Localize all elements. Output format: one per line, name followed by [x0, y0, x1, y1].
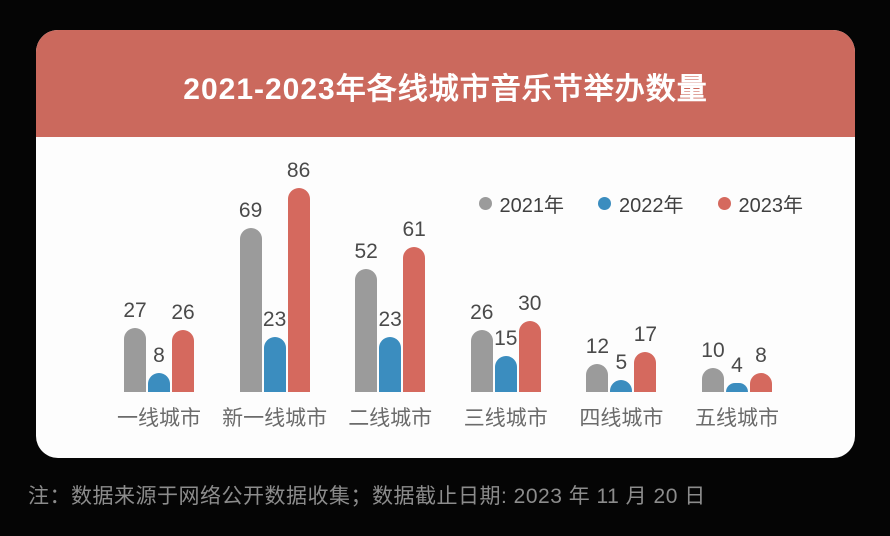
value-label: 52: [354, 240, 378, 263]
value-label: 12: [585, 335, 610, 358]
bar-2023年-一线城市: 26: [171, 301, 195, 392]
legend-label-2023: 2023年: [738, 195, 804, 217]
bar-group-2: 69 23 86 新一线城市: [222, 159, 327, 430]
bar-2021年-五线城市: 10: [701, 339, 725, 392]
footnote: 注：数据来源于网络公开数据收集；数据截止日期: 2023 年 11 月 20 日: [28, 485, 706, 508]
chart-header: 2021-2023年各线城市音乐节举办数量: [36, 30, 855, 137]
legend-label-2021: 2021年: [499, 195, 565, 217]
bar-2022年-新一线城市: 23: [263, 308, 286, 392]
value-label: 8: [755, 344, 767, 367]
value-label: 69: [238, 199, 263, 222]
bar-2023年-二线城市: 61: [403, 218, 426, 392]
legend-dot-2023-icon: [717, 197, 731, 210]
value-label: 23: [378, 308, 402, 331]
bar-2023年-新一线城市: 86: [287, 159, 310, 392]
category-label: 四线城市: [579, 407, 664, 430]
value-label: 8: [153, 344, 165, 367]
category-label: 五线城市: [694, 407, 779, 430]
legend-item-2023: 2023年: [717, 189, 804, 218]
legend-label-2022: 2022年: [619, 195, 684, 217]
category-label: 二线城市: [348, 407, 433, 430]
bar-2021年-一线城市: 27: [123, 299, 147, 392]
bar-2022年-一线城市: 8: [148, 344, 170, 392]
legend-item-2022: 2022年: [598, 189, 684, 218]
value-label: 86: [286, 159, 311, 182]
category-label: 一线城市: [117, 407, 201, 430]
value-label: 17: [633, 323, 658, 346]
value-label: 4: [731, 354, 743, 377]
bar-2023年-五线城市: 8: [749, 344, 772, 392]
chart-title: 2021-2023年各线城市音乐节举办数量: [183, 72, 708, 106]
category-label: 新一线城市: [222, 407, 328, 430]
legend-dot-2022-icon: [598, 197, 611, 210]
legend-dot-2021-icon: [478, 197, 492, 210]
bar-group-4: 26 15 30 三线城市: [464, 188, 548, 430]
legend-item-2021: 2021年: [478, 189, 565, 218]
bar-2023年-四线城市: 17: [634, 323, 657, 392]
bar-2022年-三线城市: 15: [494, 327, 517, 392]
bar-2022年-四线城市: 5: [610, 351, 633, 392]
value-label: 5: [615, 351, 628, 374]
value-label: 23: [262, 308, 287, 331]
bar-2022年-二线城市: 23: [379, 308, 402, 392]
value-label: 61: [402, 218, 426, 241]
legend: 2021年 2022年 2023年: [478, 189, 804, 218]
value-label: 30: [518, 292, 542, 315]
bar-group-1: 27 8 26 一线城市: [117, 188, 201, 430]
bar-2022年-五线城市: 4: [725, 354, 748, 392]
bar-group-6: 10 4 8 五线城市: [695, 188, 779, 430]
bar-group-3: 52 23 61 二线城市: [348, 188, 432, 430]
value-label: 26: [171, 301, 195, 324]
bar-2023年-三线城市: 30: [518, 292, 541, 392]
category-label: 三线城市: [463, 407, 548, 430]
bar-2021年-二线城市: 52: [355, 240, 378, 392]
bar-2021年-新一线城市: 69: [239, 199, 262, 392]
bar-2021年-四线城市: 12: [586, 335, 609, 392]
value-label: 15: [494, 327, 518, 350]
bar-2021年-三线城市: 26: [470, 301, 493, 392]
plot-area: 27 8 26 一线城市 69 23 86 新一线城市 52 23 61 二线城市 26 15 30 三线城市…: [117, 159, 779, 430]
chart-card: 2021-2023年各线城市音乐节举办数量 2021年 2022年 2023年 …: [36, 30, 855, 458]
value-label: 10: [701, 339, 725, 362]
bar-group-5: 12 5 17 四线城市: [579, 188, 663, 430]
value-label: 26: [470, 301, 494, 324]
value-label: 27: [123, 299, 147, 322]
chart-area: 2021年 2022年 2023年 27 8 26 一线城市 69 23 86 新一线城市 52…: [36, 137, 855, 458]
